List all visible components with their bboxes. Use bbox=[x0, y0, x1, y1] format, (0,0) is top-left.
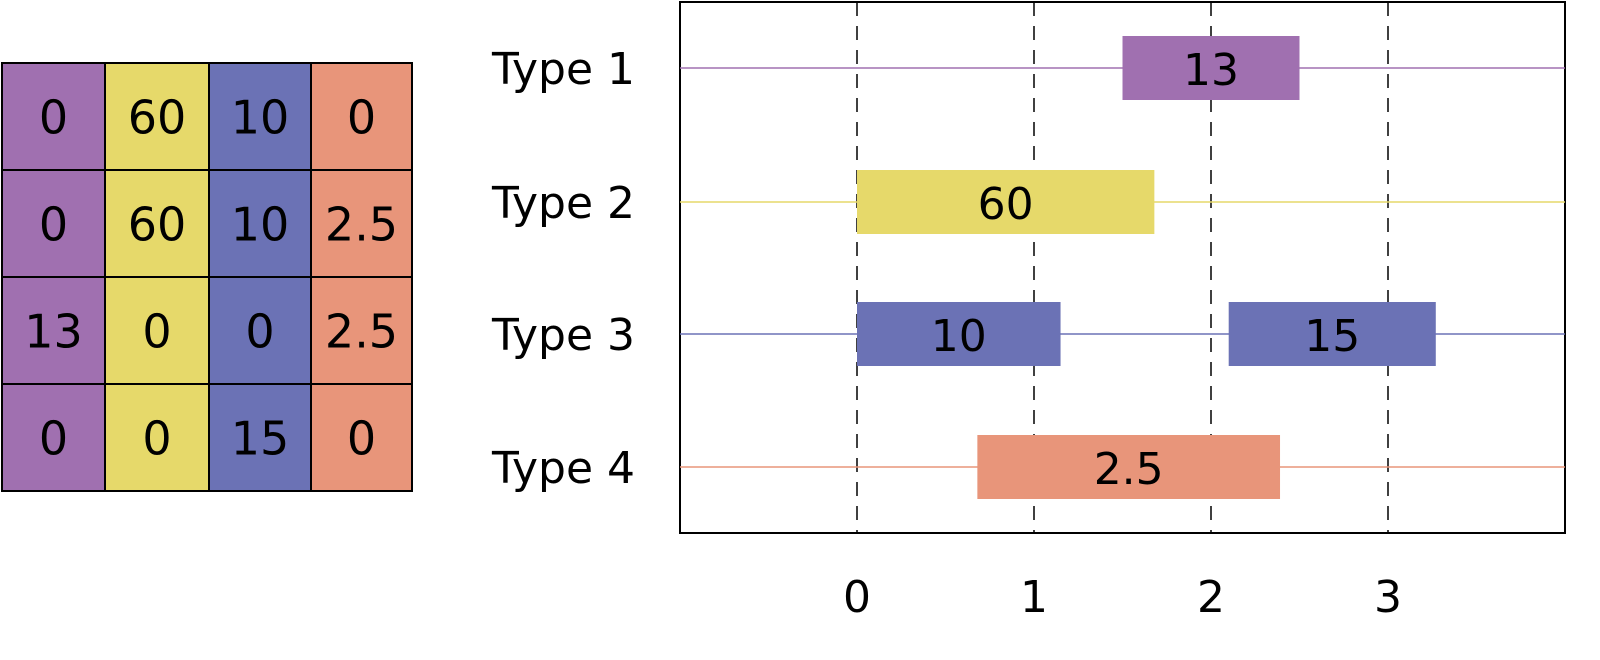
category-label: Type 4 bbox=[491, 443, 635, 494]
range-bar bbox=[857, 302, 1061, 366]
category-label: Type 1 bbox=[491, 44, 635, 95]
range-bar bbox=[1122, 36, 1300, 100]
category-label: Type 3 bbox=[491, 310, 635, 361]
bar-label: 13 bbox=[1183, 45, 1239, 96]
matrix-cell bbox=[104, 383, 210, 492]
bar-label: 2.5 bbox=[1094, 444, 1164, 495]
matrix-cell bbox=[208, 62, 312, 171]
matrix-cell-value: 13 bbox=[24, 305, 83, 359]
x-tick-label: 3 bbox=[1374, 572, 1402, 623]
matrix-cell bbox=[310, 62, 413, 171]
x-tick-label: 0 bbox=[843, 572, 871, 623]
range-chart: 0 1 2 3 Type 1 Type 2 Type 3 Type 4 13 60 10 15 2.5 bbox=[491, 1, 1566, 623]
matrix-cell-value: 0 bbox=[39, 198, 68, 252]
category-label: Type 2 bbox=[491, 178, 635, 229]
matrix-cell bbox=[104, 62, 210, 171]
matrix-cell-value: 0 bbox=[347, 91, 376, 145]
matrix-cell bbox=[310, 169, 413, 278]
matrix-cell bbox=[310, 383, 413, 492]
x-tick-label: 2 bbox=[1197, 572, 1225, 623]
matrix-cell-value: 60 bbox=[128, 198, 187, 252]
bar-label: 10 bbox=[931, 311, 987, 362]
range-bar bbox=[977, 435, 1281, 499]
x-tick-label: 1 bbox=[1020, 572, 1048, 623]
matrix-cell-value: 0 bbox=[142, 305, 171, 359]
matrix-cell-value: 2.5 bbox=[325, 198, 398, 252]
matrix-cell bbox=[310, 276, 413, 385]
matrix-cell-value: 60 bbox=[128, 91, 187, 145]
matrix-cell-value: 10 bbox=[231, 198, 290, 252]
range-bar bbox=[1228, 302, 1436, 366]
matrix-cell-value: 0 bbox=[245, 305, 274, 359]
matrix-cell-value: 10 bbox=[231, 91, 290, 145]
matrix-cell-value: 0 bbox=[39, 91, 68, 145]
bar-label: 15 bbox=[1304, 311, 1360, 362]
range-bar bbox=[857, 170, 1155, 234]
matrix-cell-value: 0 bbox=[347, 412, 376, 466]
matrix-cell-value: 0 bbox=[39, 412, 68, 466]
plot-frame bbox=[679, 1, 1566, 534]
bar-label: 60 bbox=[978, 179, 1034, 230]
matrix-cell bbox=[104, 276, 210, 385]
value-matrix: 0 60 10 0 0 60 10 2.5 13 0 0 2.5 0 0 15 0 bbox=[1, 62, 413, 492]
matrix-cell bbox=[1, 383, 106, 492]
matrix-cell-value: 2.5 bbox=[325, 305, 398, 359]
matrix-cell bbox=[1, 62, 106, 171]
matrix-cell-value: 15 bbox=[231, 412, 290, 466]
matrix-cell-value: 0 bbox=[142, 412, 171, 466]
matrix-cell bbox=[104, 169, 210, 278]
